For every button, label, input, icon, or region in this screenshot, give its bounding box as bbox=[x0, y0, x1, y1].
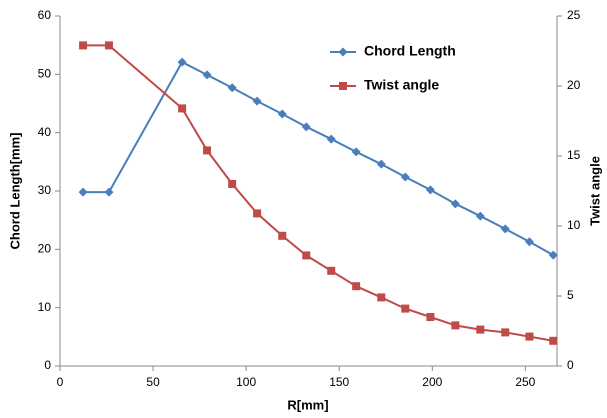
point bbox=[177, 57, 187, 67]
x-tick-label: 50 bbox=[146, 375, 160, 389]
point bbox=[548, 250, 558, 260]
point bbox=[500, 224, 510, 234]
point bbox=[401, 304, 410, 313]
point bbox=[501, 328, 510, 337]
series-line bbox=[83, 60, 554, 257]
y-tick-label: 20 bbox=[38, 242, 52, 256]
point bbox=[450, 199, 460, 209]
y2-tick-label: 5 bbox=[567, 288, 574, 302]
point bbox=[227, 83, 237, 93]
point bbox=[475, 211, 485, 221]
point bbox=[376, 159, 386, 169]
point bbox=[253, 209, 262, 218]
point bbox=[278, 231, 287, 240]
point bbox=[426, 313, 435, 321]
point bbox=[228, 180, 237, 188]
y2-tick-label: 20 bbox=[567, 78, 581, 92]
point bbox=[549, 336, 558, 345]
point bbox=[476, 325, 485, 334]
point bbox=[78, 187, 88, 197]
point bbox=[252, 96, 262, 106]
point bbox=[400, 172, 410, 182]
y-tick-label: 30 bbox=[38, 183, 52, 197]
legend-label: Twist angle bbox=[364, 77, 439, 93]
point bbox=[301, 122, 311, 132]
series-line bbox=[83, 44, 554, 342]
y-tick-label: 50 bbox=[38, 67, 52, 81]
y2-tick-label: 0 bbox=[567, 358, 574, 372]
point bbox=[203, 146, 212, 155]
point bbox=[451, 321, 460, 330]
point bbox=[202, 70, 212, 80]
point bbox=[377, 293, 386, 302]
point bbox=[277, 109, 287, 119]
point bbox=[326, 134, 336, 144]
point bbox=[104, 187, 114, 197]
x-tick-label: 150 bbox=[329, 375, 349, 389]
point bbox=[327, 266, 336, 275]
y-tick-label: 10 bbox=[38, 300, 52, 314]
point bbox=[79, 41, 88, 50]
legend-marker bbox=[339, 82, 347, 90]
legend-marker bbox=[338, 47, 348, 57]
point bbox=[524, 237, 534, 247]
point bbox=[351, 147, 361, 157]
y2-tick-label: 25 bbox=[567, 8, 581, 22]
x-tick-label: 0 bbox=[57, 375, 64, 389]
y2-tick-label: 15 bbox=[567, 148, 581, 162]
point bbox=[104, 41, 113, 50]
x-tick-label: 200 bbox=[422, 375, 442, 389]
x-axis-title: R[mm] bbox=[287, 397, 328, 412]
point bbox=[525, 332, 534, 341]
y2-tick-label: 10 bbox=[567, 218, 581, 232]
y-tick-label: 60 bbox=[38, 8, 52, 22]
y2-axis-title: Twist angle bbox=[587, 156, 602, 226]
x-tick-label: 250 bbox=[515, 375, 535, 389]
point bbox=[302, 251, 311, 260]
x-tick-label: 100 bbox=[236, 375, 256, 389]
y-tick-label: 0 bbox=[44, 358, 51, 372]
point bbox=[178, 104, 187, 113]
y-axis-title: Chord Length[mm] bbox=[7, 133, 22, 250]
point bbox=[352, 282, 361, 291]
legend-label: Chord Length bbox=[364, 43, 456, 59]
y-tick-label: 40 bbox=[38, 125, 52, 139]
point bbox=[425, 185, 435, 195]
